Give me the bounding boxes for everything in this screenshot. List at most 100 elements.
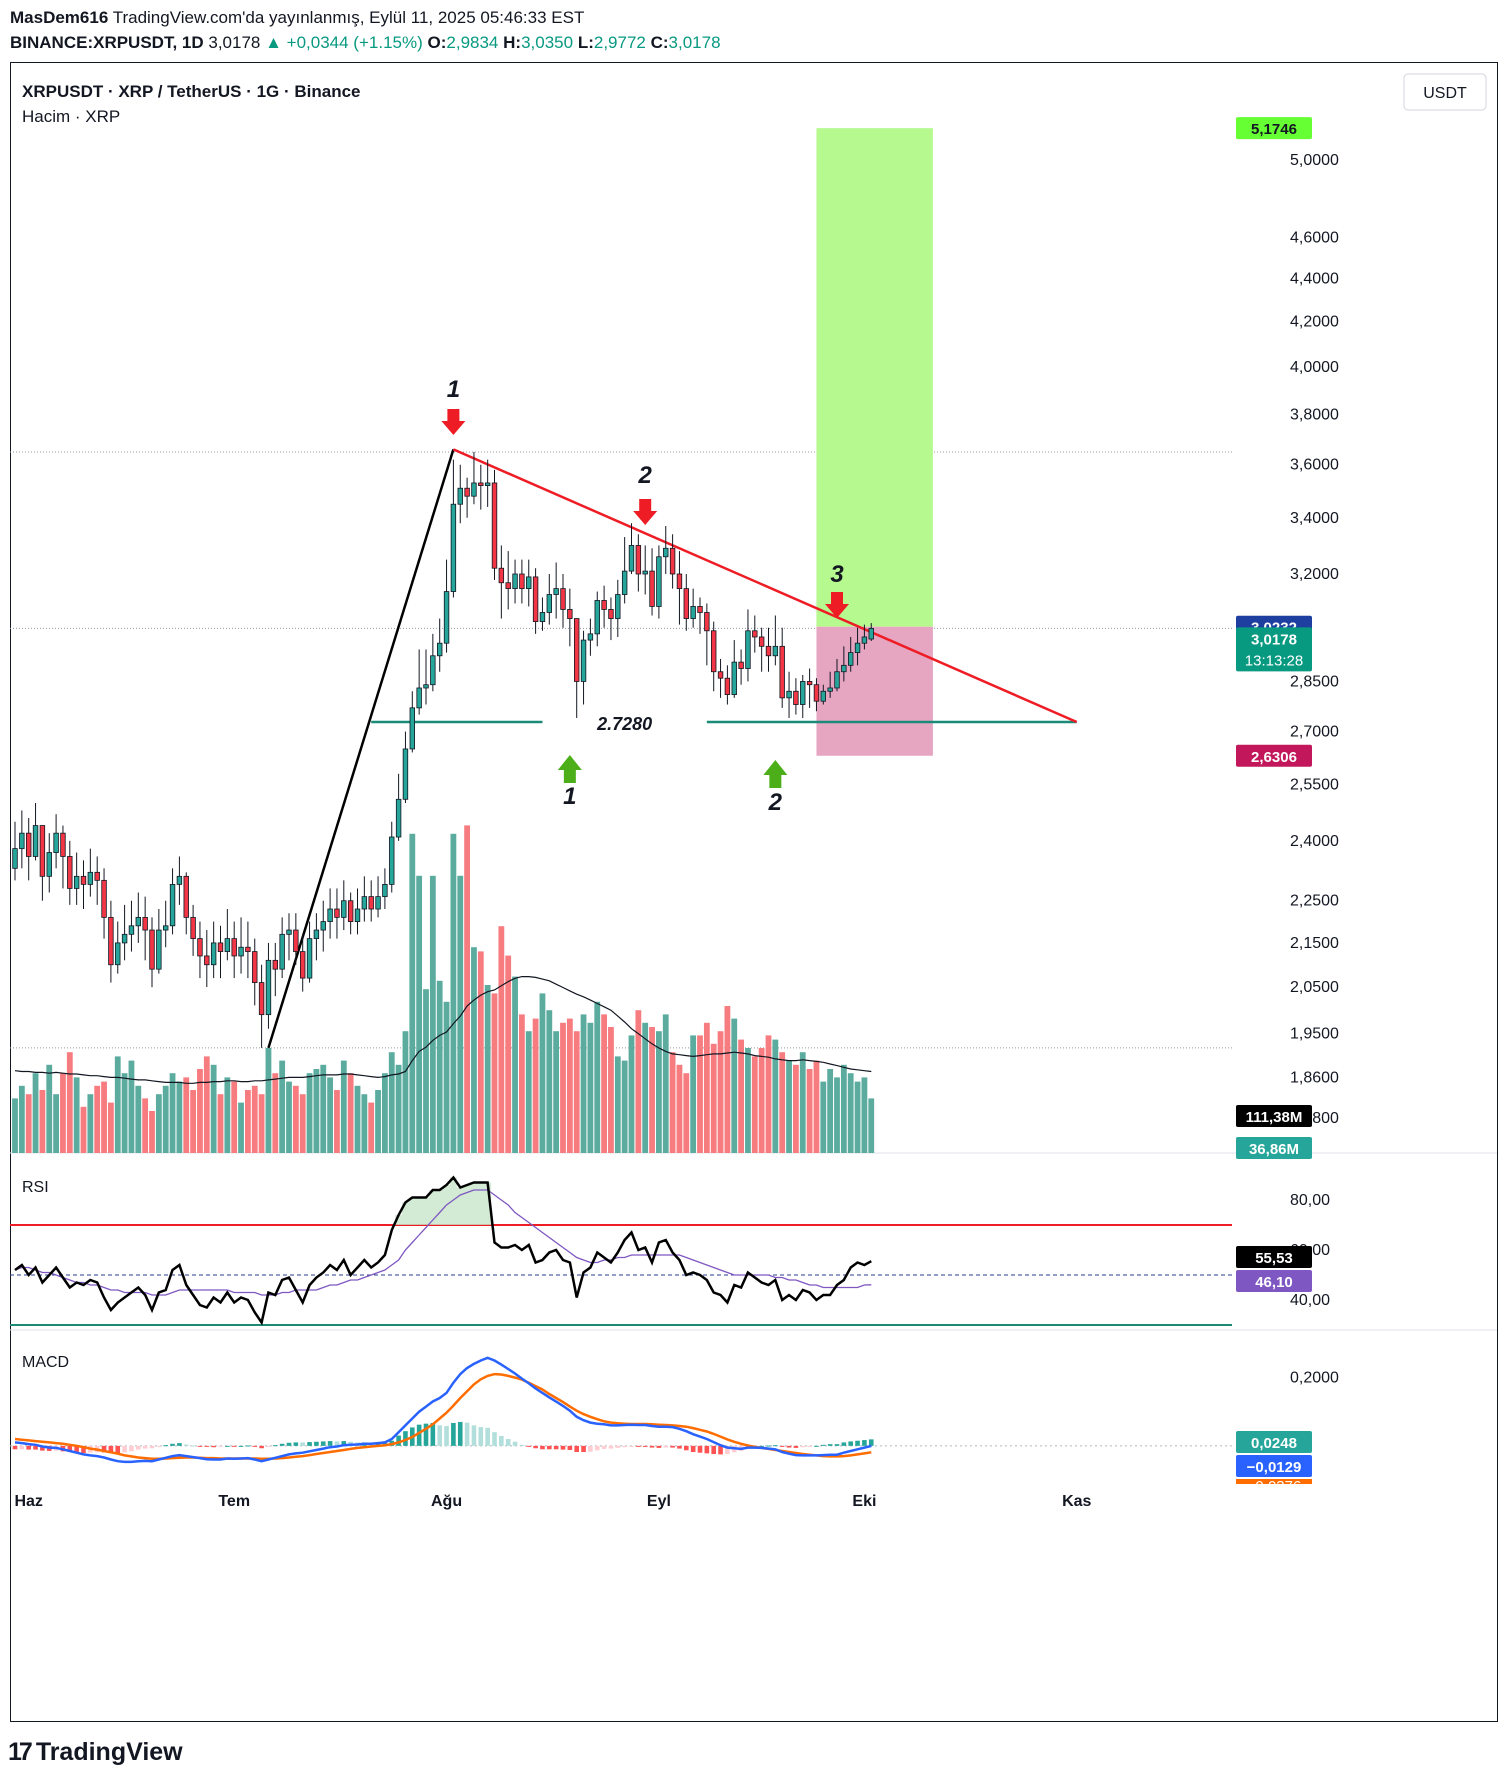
support-label: 2.7280 [596,714,652,734]
candle-body [354,908,361,922]
macd-histogram-bar [677,1445,682,1449]
candle-body [484,482,491,486]
volume-bar [553,1031,560,1153]
footer-brand[interactable]: 17 TradingView [8,1738,183,1767]
volume-bar [669,1052,676,1153]
high-label: H: [503,33,522,52]
tradingview-logo-icon: 17 [8,1738,33,1766]
volume-bar [471,947,477,1153]
macd-histogram-bar [766,1445,771,1447]
candle-body [457,487,463,505]
candle-body [621,570,628,595]
macd-histogram-bar [601,1445,607,1449]
candle-body [868,627,874,640]
macd-histogram-bar [136,1445,141,1450]
volume-bar [594,1001,601,1153]
candle-body [87,871,94,885]
candle-body [162,925,169,931]
macd-histogram-bar [12,1445,18,1450]
macd-histogram-bar [19,1445,25,1450]
descending-trendline [452,448,1078,724]
macd-histogram-bar [622,1445,627,1448]
volume-bar [697,1035,703,1153]
volume-value-label: 111,38M [1246,1109,1303,1126]
macd-histogram-bar [403,1431,408,1446]
candle-body [94,871,100,881]
currency-label: USDT [1423,85,1467,102]
volume-bar [388,1052,395,1153]
macd-histogram-bar [279,1443,285,1446]
volume-bar [272,1073,279,1153]
macd-histogram-bar [636,1445,641,1447]
volume-bar [779,1052,786,1153]
candle-body [478,482,484,486]
macd-histogram-bar [74,1445,79,1453]
volume-bar [443,1001,450,1153]
price-axis-tick: 4,2000 [1290,314,1339,331]
volume-bar [566,1018,573,1153]
volume-bar [820,1081,827,1153]
candle-body [115,942,121,966]
macd-histogram-bar [581,1445,586,1452]
macd-histogram-bar [122,1445,127,1453]
candle-body [210,942,217,966]
target-zone [816,128,933,627]
chart-canvas[interactable]: 2.7280 1 2 3 1 2 5,0000 4,6000 4,4000 4,2000 4,0… [0,0,1507,1730]
macd-histogram-bar [834,1444,840,1446]
macd-histogram-bar [300,1442,305,1446]
candle-body [252,951,258,983]
macd-histogram-bar [690,1445,696,1452]
publish-info: TradingView.com'da yayınlanmış, Eylül 11… [112,8,585,27]
volume-bar [560,1022,566,1153]
volume-bar [621,1060,628,1153]
price-axis-tick: 3,8000 [1290,407,1339,424]
macd-histogram-bar [588,1445,593,1452]
volume-bar [176,1081,183,1153]
candle-body [306,938,313,979]
volume-bar [265,1048,272,1153]
volume-bar [587,1022,594,1153]
candle-body [402,748,409,800]
macd-histogram-bar [814,1445,819,1447]
macd-histogram-bar [512,1441,518,1446]
candle-body [382,883,388,898]
macd-histogram-bar [183,1444,189,1446]
macd-histogram-bar [485,1427,490,1446]
top-count-label: 2 [638,462,653,489]
volume-bar [834,1077,840,1153]
volume-bar [450,833,457,1153]
candle-body [53,832,59,853]
down-arrow-icon [633,499,658,525]
volume-bar [539,993,546,1153]
time-axis-label: Tem [218,1493,250,1510]
macd-histogram-bar [231,1445,237,1447]
candle-body [656,556,662,607]
volume-bar [80,1106,87,1153]
volume-bar [279,1060,286,1153]
candle-body [39,825,46,877]
candle-body [217,942,224,952]
macd-histogram-bar [629,1445,634,1447]
candle-body [389,836,395,885]
macd-histogram-bar [108,1445,114,1454]
macd-histogram-bar [615,1445,621,1448]
volume-bar [238,1102,244,1153]
volume-bar [108,1102,114,1153]
volume-bar [649,1027,655,1153]
macd-histogram-bar [793,1445,799,1448]
candle-body [108,916,114,966]
price-label: 3,0178 [1251,631,1297,648]
macd-histogram-bar [149,1445,155,1449]
price-axis-tick: 2,7000 [1290,724,1339,741]
price-axis-tick: 4,6000 [1290,229,1339,246]
currency-button[interactable] [1403,73,1487,111]
candle-body [286,929,292,935]
candle-body [642,570,648,575]
candle-body [135,916,141,927]
author-name[interactable]: MasDem616 [10,8,109,27]
price-axis-tick: 3,2000 [1290,566,1339,583]
macd-histogram-bar [807,1445,812,1447]
candle-body [128,925,135,935]
volume-bar [299,1094,306,1153]
macd-histogram-bar [492,1432,497,1446]
